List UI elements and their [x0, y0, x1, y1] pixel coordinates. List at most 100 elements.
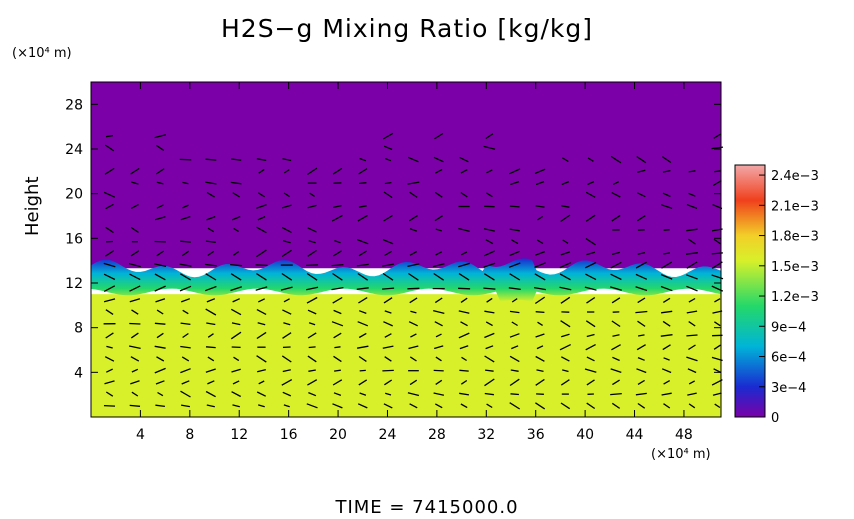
wind-vector — [434, 132, 444, 140]
wind-vector — [357, 214, 368, 222]
wind-vector — [534, 273, 546, 281]
wind-vector — [180, 345, 191, 349]
wind-vector — [686, 203, 698, 210]
wind-vector — [230, 286, 243, 292]
wind-vector — [637, 251, 646, 255]
wind-vector — [509, 205, 520, 208]
wind-vector — [358, 332, 367, 339]
wind-vector — [584, 286, 597, 291]
wind-vector — [460, 192, 468, 198]
wind-vector — [230, 263, 243, 267]
wind-vector — [382, 263, 395, 267]
wind-vector — [663, 229, 670, 231]
wind-vector — [688, 380, 696, 385]
colorbar-tick-label: 6e−4 — [771, 351, 806, 366]
wind-vector — [103, 191, 116, 198]
colorbar-tick-label: 1.5e−3 — [771, 260, 819, 275]
wind-vector — [611, 192, 621, 198]
wind-vector — [182, 204, 189, 209]
wind-vector — [384, 379, 393, 386]
x-tick-label: 12 — [230, 427, 248, 443]
wind-vector — [712, 203, 723, 210]
wind-vector — [332, 272, 343, 281]
wind-vector — [560, 214, 571, 223]
wind-vector — [333, 332, 342, 339]
wind-vector — [154, 263, 167, 268]
wind-vector — [460, 321, 468, 327]
wind-vector — [562, 239, 569, 244]
wind-vector — [180, 368, 191, 374]
y-tick-label: 8 — [74, 321, 83, 337]
wind-vector — [509, 333, 520, 338]
wind-vector — [156, 204, 164, 209]
wind-vector — [435, 333, 442, 338]
wind-vector — [131, 391, 139, 397]
wind-vector — [586, 296, 596, 304]
wind-vector — [207, 250, 215, 257]
wind-vector — [207, 333, 214, 338]
wind-vector — [129, 322, 141, 325]
wind-vector — [180, 322, 191, 326]
wind-vector — [283, 298, 290, 303]
wind-vector — [612, 181, 620, 185]
wind-vector — [560, 356, 570, 362]
wind-vector — [207, 380, 215, 385]
wind-vector — [129, 285, 141, 292]
wind-vector — [407, 263, 420, 268]
wind-vector — [358, 168, 368, 175]
wind-vector — [129, 404, 141, 407]
wind-vector — [714, 298, 721, 303]
wind-vector — [663, 403, 671, 409]
wind-vector — [131, 309, 139, 315]
wind-vector — [486, 403, 493, 409]
wind-vector — [688, 344, 696, 351]
wind-vector — [359, 392, 367, 396]
wind-vector — [509, 250, 520, 257]
wind-vector — [611, 251, 621, 256]
wind-vector — [434, 297, 443, 304]
wind-vector — [332, 167, 343, 175]
wind-vector — [509, 168, 521, 175]
wind-vector — [103, 273, 116, 281]
wind-vector — [409, 228, 418, 232]
wind-vector — [154, 273, 166, 281]
wind-vector — [461, 356, 467, 362]
wind-vector — [483, 287, 496, 290]
layer-mixing-interface — [91, 258, 721, 302]
wind-vector — [535, 250, 546, 256]
wind-vector — [129, 273, 141, 281]
wind-vector — [510, 180, 520, 186]
wind-vector — [458, 332, 470, 339]
wind-vector — [256, 226, 267, 234]
wind-vector — [712, 392, 722, 396]
y-tick-label: 4 — [74, 365, 83, 381]
wind-vector — [105, 226, 114, 234]
wind-vector — [104, 356, 115, 362]
wind-vector — [485, 369, 494, 372]
wind-vector — [536, 345, 544, 350]
x-tick-label: 20 — [329, 427, 347, 443]
wind-vector — [104, 380, 115, 385]
wind-vector — [511, 239, 519, 245]
wind-vector — [384, 250, 393, 257]
wind-vector — [359, 182, 367, 185]
wind-vector — [358, 297, 368, 304]
wind-vector — [663, 252, 671, 255]
wind-vector — [156, 309, 164, 315]
wind-vector — [383, 403, 393, 409]
wind-vector — [130, 332, 139, 339]
wind-vector — [713, 238, 721, 245]
wind-vector — [483, 273, 495, 281]
wind-vector — [484, 355, 495, 363]
layer-below-interface — [91, 294, 721, 417]
colorbar-tick-label: 2.1e−3 — [771, 199, 819, 214]
wind-vector — [686, 334, 698, 337]
wind-vector — [408, 321, 418, 327]
x-tick-label: 40 — [576, 427, 594, 443]
wind-vector — [105, 309, 114, 315]
wind-vector — [308, 322, 316, 326]
wind-vector — [509, 402, 521, 410]
wind-vector — [611, 402, 621, 409]
wind-vector — [307, 355, 317, 363]
wind-vector — [308, 391, 317, 397]
